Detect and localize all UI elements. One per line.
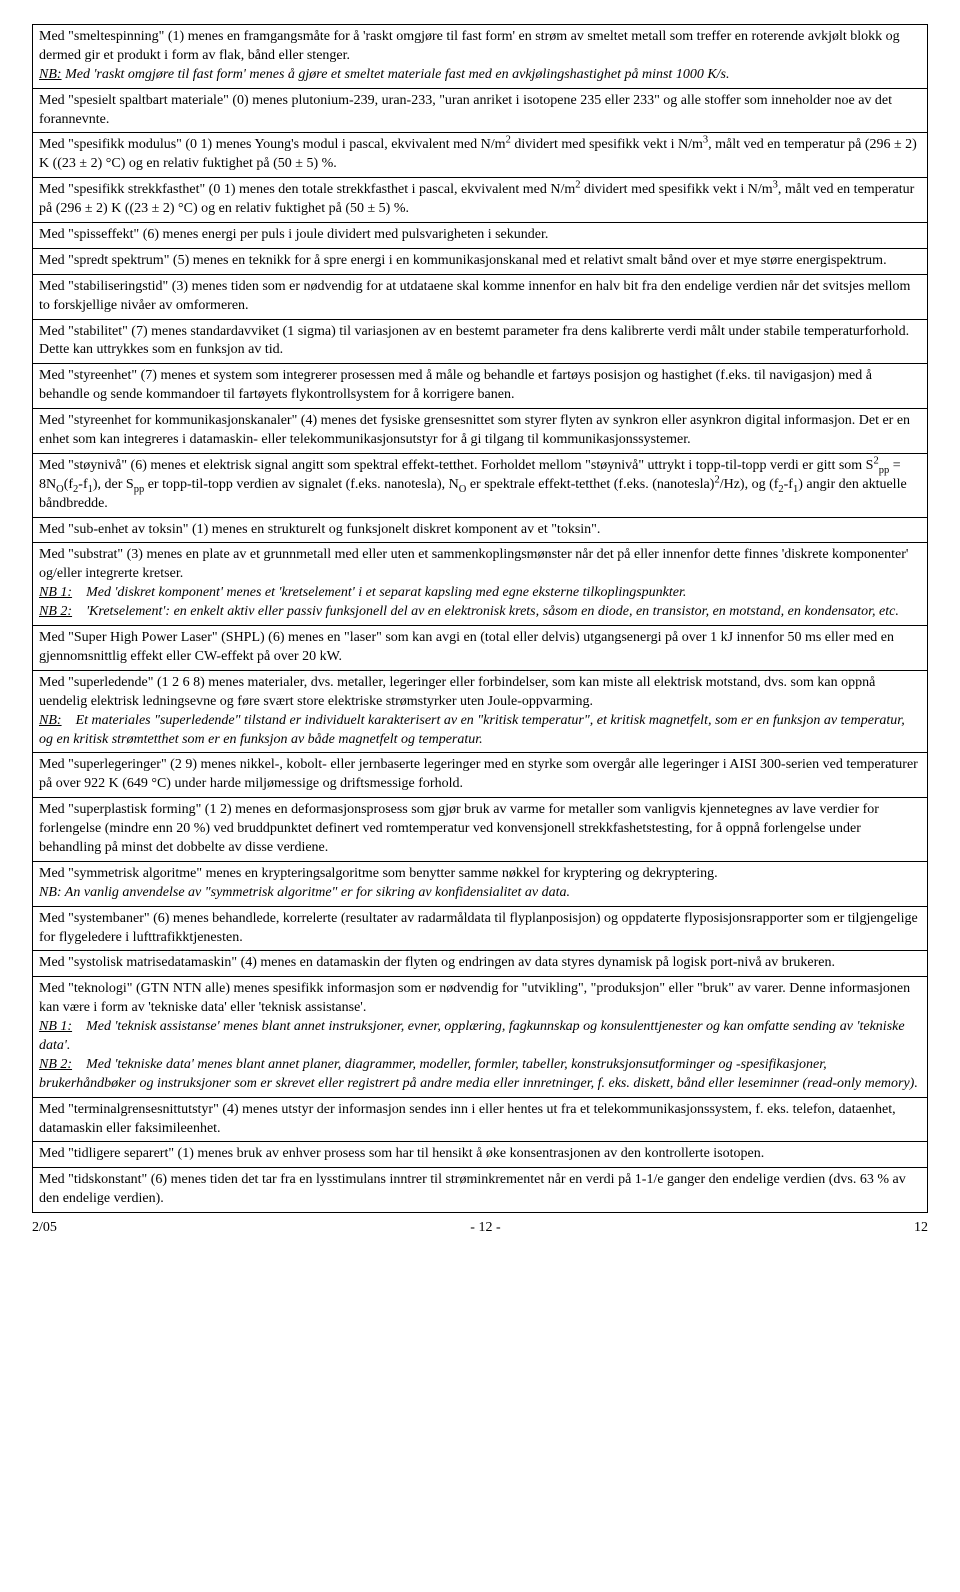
- definition-row: Med "superplastisk forming" (1 2) menes …: [33, 798, 928, 862]
- definition-row: Med "smeltespinning" (1) menes en framga…: [33, 25, 928, 89]
- definition-row: Med "Super High Power Laser" (SHPL) (6) …: [33, 626, 928, 671]
- definition-cell: Med "superledende" (1 2 6 8) menes mater…: [33, 670, 928, 753]
- definition-row: Med "symmetrisk algoritme" menes en kryp…: [33, 861, 928, 906]
- definitions-table: Med "smeltespinning" (1) menes en framga…: [32, 24, 928, 1213]
- definition-cell: Med "substrat" (3) menes en plate av et …: [33, 543, 928, 626]
- definition-row: Med "sub-enhet av toksin" (1) menes en s…: [33, 517, 928, 543]
- definition-cell: Med "systolisk matrisedatamaskin" (4) me…: [33, 951, 928, 977]
- footer-center: - 12 -: [470, 1219, 500, 1238]
- definition-cell: Med "superlegeringer" (2 9) menes nikkel…: [33, 753, 928, 798]
- definition-row: Med "spesifikk modulus" (0 1) menes Youn…: [33, 133, 928, 178]
- definition-row: Med "styreenhet for kommunikasjonskanale…: [33, 409, 928, 454]
- definition-cell: Med "tidskonstant" (6) menes tiden det t…: [33, 1168, 928, 1213]
- definition-cell: Med "spesielt spaltbart materiale" (0) m…: [33, 88, 928, 133]
- definition-cell: Med "smeltespinning" (1) menes en framga…: [33, 25, 928, 89]
- definition-cell: Med "spesifikk modulus" (0 1) menes Youn…: [33, 133, 928, 178]
- definition-cell: Med "stabiliseringstid" (3) menes tiden …: [33, 274, 928, 319]
- page-footer: 2/05 - 12 - 12: [32, 1219, 928, 1238]
- definition-row: Med "spredt spektrum" (5) menes en tekni…: [33, 248, 928, 274]
- footer-right: 12: [914, 1219, 928, 1238]
- definition-cell: Med "styreenhet for kommunikasjonskanale…: [33, 409, 928, 454]
- definition-row: Med "stabilitet" (7) menes standardavvik…: [33, 319, 928, 364]
- definition-cell: Med "systembaner" (6) menes behandlede, …: [33, 906, 928, 951]
- definition-row: Med "støynivå" (6) menes et elektrisk si…: [33, 453, 928, 517]
- definition-row: Med "spisseffekt" (6) menes energi per p…: [33, 223, 928, 249]
- definition-cell: Med "tidligere separert" (1) menes bruk …: [33, 1142, 928, 1168]
- definition-row: Med "tidskonstant" (6) menes tiden det t…: [33, 1168, 928, 1213]
- definition-row: Med "systolisk matrisedatamaskin" (4) me…: [33, 951, 928, 977]
- definition-row: Med "spesifikk strekkfasthet" (0 1) mene…: [33, 178, 928, 223]
- definition-row: Med "terminalgrensesnittutstyr" (4) mene…: [33, 1097, 928, 1142]
- definition-row: Med "superledende" (1 2 6 8) menes mater…: [33, 670, 928, 753]
- definition-row: Med "systembaner" (6) menes behandlede, …: [33, 906, 928, 951]
- footer-left: 2/05: [32, 1219, 57, 1238]
- definition-cell: Med "Super High Power Laser" (SHPL) (6) …: [33, 626, 928, 671]
- definition-row: Med "spesielt spaltbart materiale" (0) m…: [33, 88, 928, 133]
- definition-cell: Med "støynivå" (6) menes et elektrisk si…: [33, 453, 928, 517]
- definition-cell: Med "spredt spektrum" (5) menes en tekni…: [33, 248, 928, 274]
- definition-row: Med "stabiliseringstid" (3) menes tiden …: [33, 274, 928, 319]
- definition-cell: Med "spesifikk strekkfasthet" (0 1) mene…: [33, 178, 928, 223]
- definition-cell: Med "styreenhet" (7) menes et system som…: [33, 364, 928, 409]
- definition-row: Med "superlegeringer" (2 9) menes nikkel…: [33, 753, 928, 798]
- definition-cell: Med "superplastisk forming" (1 2) menes …: [33, 798, 928, 862]
- definition-cell: Med "teknologi" (GTN NTN alle) menes spe…: [33, 977, 928, 1097]
- definition-cell: Med "terminalgrensesnittutstyr" (4) mene…: [33, 1097, 928, 1142]
- definition-row: Med "styreenhet" (7) menes et system som…: [33, 364, 928, 409]
- definition-cell: Med "spisseffekt" (6) menes energi per p…: [33, 223, 928, 249]
- definition-row: Med "substrat" (3) menes en plate av et …: [33, 543, 928, 626]
- definition-cell: Med "stabilitet" (7) menes standardavvik…: [33, 319, 928, 364]
- definition-cell: Med "symmetrisk algoritme" menes en kryp…: [33, 861, 928, 906]
- definition-cell: Med "sub-enhet av toksin" (1) menes en s…: [33, 517, 928, 543]
- definition-row: Med "teknologi" (GTN NTN alle) menes spe…: [33, 977, 928, 1097]
- definition-row: Med "tidligere separert" (1) menes bruk …: [33, 1142, 928, 1168]
